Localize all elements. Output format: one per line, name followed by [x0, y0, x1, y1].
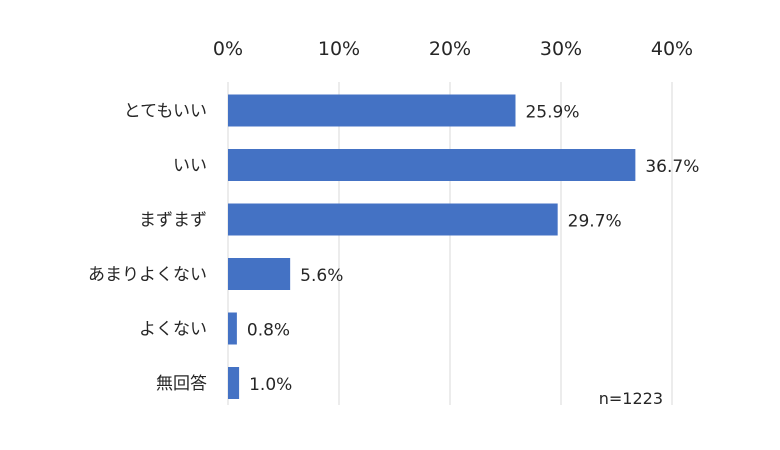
bar [228, 94, 516, 127]
category-label: とてもいい [124, 102, 207, 122]
category-label: まずまず [139, 211, 207, 231]
bar [228, 312, 237, 345]
bar [228, 203, 558, 236]
category-label: いい [173, 156, 207, 176]
gridlines [227, 82, 673, 405]
x-tick-label: 20% [429, 38, 471, 60]
x-axis-tick-labels: 0% 10% 20% 30% 40% [213, 38, 693, 60]
data-label: 1.0% [249, 375, 292, 395]
category-label: あまりよくない [88, 265, 207, 285]
category-label: 無回答 [156, 374, 207, 394]
bar [228, 149, 636, 181]
category-label: よくない [139, 320, 207, 340]
data-label: 29.7% [568, 212, 622, 232]
data-label: 25.9% [525, 103, 579, 123]
bar [228, 258, 291, 290]
data-label: 36.7% [645, 157, 699, 177]
x-tick-label: 10% [318, 38, 360, 60]
x-tick-label: 30% [540, 38, 582, 60]
data-label: 0.8% [247, 321, 290, 341]
x-tick-label: 0% [213, 38, 243, 60]
data-label: 5.6% [300, 266, 343, 286]
bar [228, 367, 240, 399]
sample-size-note: n=1223 [599, 389, 663, 408]
x-tick-label: 40% [651, 38, 693, 60]
bars [228, 94, 636, 399]
data-labels: 25.9% 36.7% 29.7% 5.6% 0.8% 1.0% [247, 103, 700, 396]
